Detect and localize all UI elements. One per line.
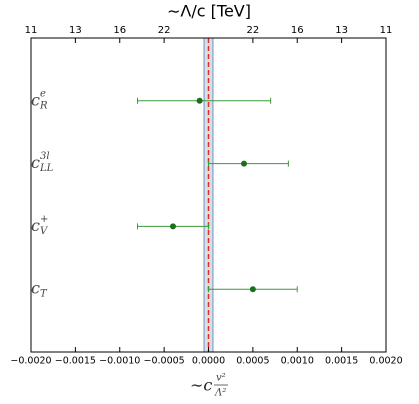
x-tick-label: −0.0010 bbox=[99, 356, 140, 367]
top-tick-label: 13 bbox=[69, 25, 82, 36]
x-tick-label: −0.0020 bbox=[10, 356, 51, 367]
x-tick-label: −0.0015 bbox=[55, 356, 96, 367]
top-tick-label: 13 bbox=[335, 25, 348, 36]
point bbox=[170, 223, 176, 230]
y-label-base: c bbox=[31, 153, 40, 172]
x-tick-label: 0.0010 bbox=[281, 356, 314, 367]
top-tick-label: 11 bbox=[25, 25, 38, 36]
x-tick-label: −0.0005 bbox=[144, 356, 185, 367]
y-label-sub: LL bbox=[39, 163, 54, 174]
x-label-denominator: Λ² bbox=[214, 388, 226, 399]
y-label-sub: R bbox=[39, 100, 48, 111]
point bbox=[249, 286, 256, 293]
x-tick-label: 0.0015 bbox=[325, 356, 358, 367]
top-tick-label: 22 bbox=[247, 25, 260, 36]
y-label-sup: e bbox=[40, 88, 46, 99]
top-tick-label: 16 bbox=[113, 25, 126, 36]
y-label-base: c bbox=[31, 90, 40, 109]
top-tick-label: 16 bbox=[291, 25, 304, 36]
x-label-numerator: v² bbox=[216, 373, 226, 384]
x-tick-label: 0.0020 bbox=[369, 356, 402, 367]
x-axis-label: ∼c bbox=[190, 376, 212, 395]
y-label-sup: 3l bbox=[40, 151, 50, 162]
y-label-sub: V bbox=[40, 226, 49, 237]
y-label-sub: T bbox=[40, 289, 48, 300]
top-tick-label: 22 bbox=[158, 25, 171, 36]
y-label-base: c bbox=[31, 279, 40, 298]
point bbox=[241, 160, 247, 167]
point bbox=[196, 97, 203, 104]
chart-title: ∼Λ/c [TeV] bbox=[167, 2, 251, 21]
y-label-sup: + bbox=[40, 214, 48, 225]
top-tick-label: 11 bbox=[380, 25, 393, 36]
x-tick-label: 0.0005 bbox=[236, 356, 269, 367]
x-tick-label: 0.0000 bbox=[192, 356, 225, 367]
y-label-base: c bbox=[31, 216, 40, 235]
